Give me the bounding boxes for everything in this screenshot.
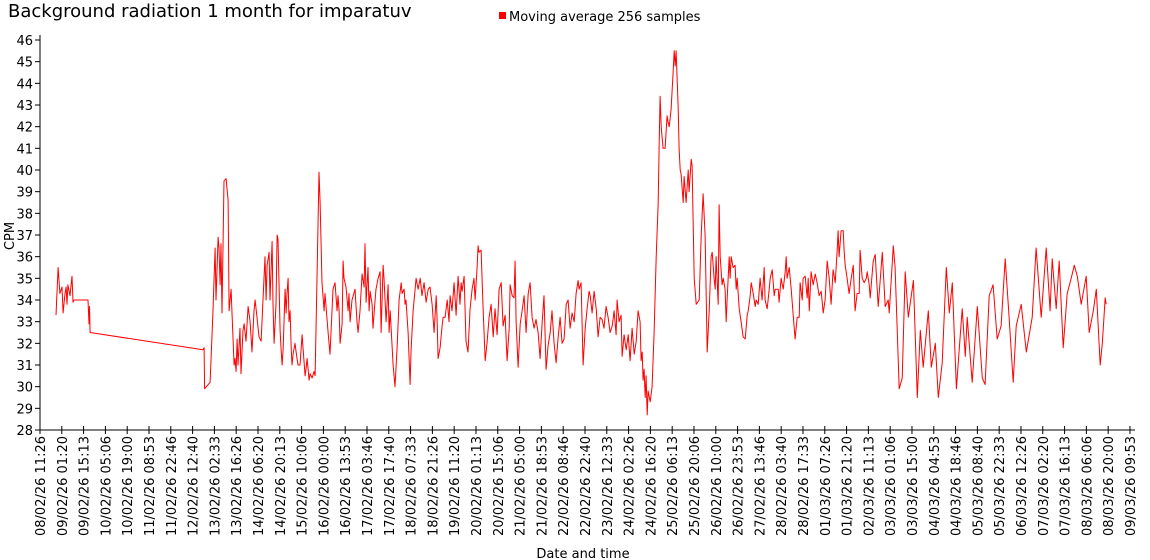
x-tick-label: 21/02/26 05:00	[514, 436, 529, 536]
x-tick-label: 24/02/26 16:20	[644, 436, 659, 536]
x-tick-label: 25/02/26 20:06	[688, 436, 703, 536]
x-tick-label: 09/02/26 01:20	[56, 436, 71, 536]
x-tick-label: 06/03/26 12:26	[1015, 436, 1030, 536]
legend-label: Moving average 256 samples	[509, 10, 701, 25]
x-tick-label: 10/02/26 19:00	[121, 436, 136, 536]
y-tick-label: 36	[16, 251, 33, 266]
x-tick-label: 13/02/26 16:26	[230, 436, 245, 536]
x-tick-label: 07/03/26 16:13	[1059, 436, 1074, 536]
y-tick-label: 40	[16, 164, 33, 179]
series-layer	[55, 50, 1107, 416]
y-tick-label: 37	[16, 229, 33, 244]
x-tick-label: 26/02/26 23:53	[732, 436, 747, 536]
x-tick-label: 27/02/26 13:46	[753, 436, 768, 536]
x-tick-label: 20/02/26 15:06	[492, 436, 507, 536]
x-tick-label: 26/02/26 10:00	[710, 436, 725, 536]
y-tick-label: 33	[16, 316, 33, 331]
x-tick-label: 04/03/26 18:46	[950, 436, 965, 536]
x-tick-label: 18/02/26 21:26	[426, 436, 441, 536]
x-tick-label: 07/03/26 02:20	[1037, 436, 1052, 536]
y-tick-label: 42	[16, 121, 33, 136]
x-tick-label: 17/02/26 03:46	[361, 436, 376, 536]
y-tick-label: 43	[16, 99, 33, 114]
x-tick-label: 13/02/26 02:33	[208, 436, 223, 536]
y-tick-label: 44	[16, 77, 33, 92]
x-tick-label: 15/02/26 10:06	[296, 436, 311, 536]
x-tick-label: 17/02/26 17:40	[383, 436, 398, 536]
x-tick-label: 12/02/26 12:40	[187, 436, 202, 536]
x-tick-label: 16/02/26 00:00	[317, 436, 332, 536]
y-tick-label: 31	[16, 359, 33, 374]
y-axis-label: CPM	[3, 222, 18, 250]
x-tick-label: 14/02/26 06:20	[252, 436, 267, 536]
x-tick-label: 20/02/26 01:13	[470, 436, 485, 536]
x-tick-label: 03/03/26 01:06	[884, 436, 899, 536]
x-tick-label: 05/03/26 22:33	[993, 436, 1008, 536]
y-tick-label: 28	[16, 424, 33, 439]
x-tick-label: 22/02/26 22:40	[579, 436, 594, 536]
x-tick-label: 08/03/26 06:06	[1080, 436, 1095, 536]
y-tick-label: 34	[16, 294, 33, 309]
y-tick-label: 32	[16, 337, 33, 352]
legend-swatch	[499, 12, 506, 19]
x-tick-label: 08/02/26 11:26	[34, 436, 49, 536]
x-tick-label: 28/02/26 03:40	[775, 436, 790, 536]
y-tick-label: 38	[16, 207, 33, 222]
y-tick-label: 41	[16, 142, 33, 157]
x-tick-label: 01/03/26 07:26	[819, 436, 834, 536]
y-tick-label: 30	[16, 381, 33, 396]
x-axis: 08/02/26 11:26 09/02/26 01:20 09/02/26 15:…	[34, 426, 1139, 536]
x-tick-label: 19/02/26 11:20	[448, 436, 463, 536]
x-tick-label: 11/02/26 08:53	[143, 436, 158, 536]
x-tick-label: 10/02/26 05:06	[99, 436, 114, 536]
y-axis: 28 29 30 31 32 33 34 35 36 37 38 39 40 41 42 43 44 45 46	[16, 34, 41, 439]
x-tick-label: 22/02/26 08:46	[557, 436, 572, 536]
x-tick-label: 09/02/26 15:13	[78, 436, 93, 536]
x-tick-label: 03/03/26 15:00	[906, 436, 921, 536]
x-tick-label: 25/02/26 06:13	[666, 436, 681, 536]
x-tick-label: 09/03/26 09:53	[1124, 436, 1139, 536]
chart-title: Background radiation 1 month for imparat…	[8, 1, 412, 22]
y-tick-label: 29	[16, 402, 33, 417]
x-axis-label: Date and time	[536, 547, 629, 560]
x-tick-label: 04/03/26 04:53	[928, 436, 943, 536]
x-tick-label: 18/02/26 07:33	[405, 436, 420, 536]
x-tick-label: 02/03/26 11:13	[862, 436, 877, 536]
x-tick-label: 05/03/26 08:40	[971, 436, 986, 536]
x-tick-label: 01/03/26 21:20	[841, 436, 856, 536]
x-tick-label: 24/02/26 02:26	[623, 436, 638, 536]
y-tick-label: 35	[16, 272, 33, 287]
series-line-moving-average	[55, 50, 1107, 416]
y-tick-label: 45	[16, 56, 33, 71]
x-tick-label: 28/02/26 17:33	[797, 436, 812, 536]
x-tick-label: 21/02/26 18:53	[535, 436, 550, 536]
x-tick-label: 23/02/26 12:33	[601, 436, 616, 536]
x-tick-label: 16/02/26 13:53	[339, 436, 354, 536]
y-tick-label: 46	[16, 34, 33, 49]
x-tick-label: 11/02/26 22:46	[165, 436, 180, 536]
legend: Moving average 256 samples	[499, 10, 701, 25]
y-tick-label: 39	[16, 186, 33, 201]
x-tick-label: 08/03/26 20:00	[1102, 436, 1117, 536]
x-tick-label: 14/02/26 20:13	[274, 436, 289, 536]
